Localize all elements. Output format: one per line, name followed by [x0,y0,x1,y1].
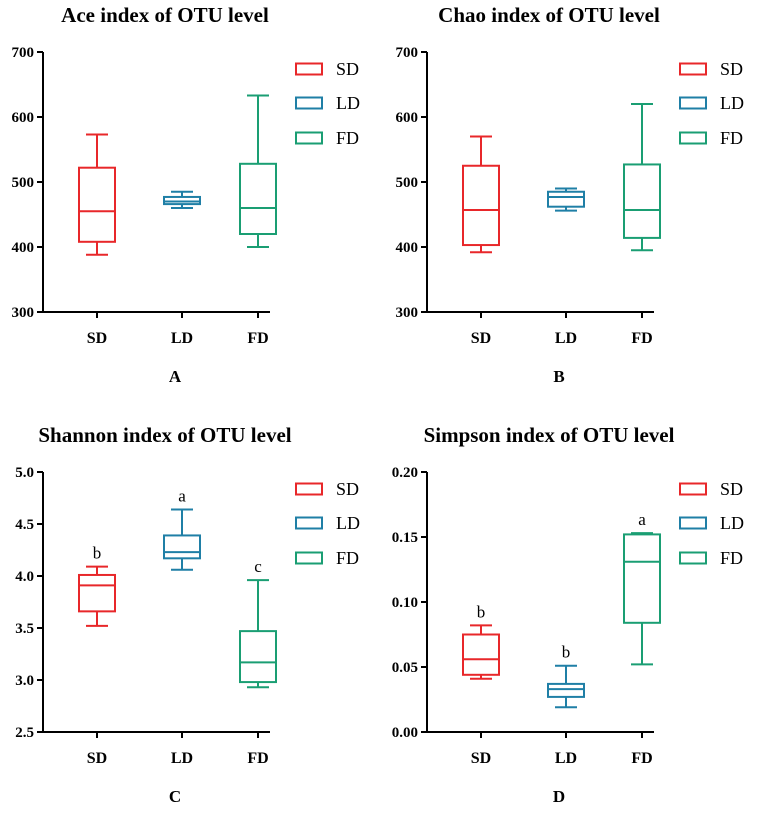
y-tick-label: 600 [12,110,35,126]
x-category-label: SD [471,750,491,767]
legend-label-fd: FD [720,548,743,568]
significance-letter: a [638,510,646,529]
box-ld [163,534,201,560]
legend-label-fd: FD [336,548,359,568]
x-category-label: SD [87,750,107,767]
x-category-label: LD [555,750,577,767]
x-category-label: LD [171,330,193,347]
legend-swatch-fd [679,131,707,145]
box-fd [623,533,661,624]
legend-label-sd: SD [720,59,743,79]
legend-swatch-sd [679,482,707,496]
y-tick-label: 4.5 [15,517,34,533]
panel-label: D [553,787,565,806]
y-tick-label: 4.0 [15,569,34,585]
box-ld [547,190,585,208]
y-tick-label: 300 [396,305,419,321]
y-tick-label: 500 [396,175,419,191]
legend-swatch-ld [679,96,707,110]
y-tick-label: 3.0 [15,673,34,689]
y-tick-label: 0.05 [392,660,418,676]
box-fd [239,162,277,235]
x-category-label: SD [471,330,491,347]
shannon-boxplot-chart: Shannon index of OTU level 2.5 3.0 3.5 4.0 4.… [15,423,360,806]
legend-label-ld: LD [336,513,360,533]
panel-label: A [169,367,182,386]
box-sd [462,633,500,676]
y-tick-label: 400 [396,240,419,256]
legend-swatch-sd [295,482,323,496]
legend-label-ld: LD [720,93,744,113]
chart-panel-b: Chao index of OTU level 300 400 500 600 700 SD… [384,0,767,420]
chart-panel-a: Ace index of OTU level 300 400 500 600 700 SD L… [0,0,383,420]
x-category-label: FD [247,330,268,347]
y-tick-label: 0.20 [392,465,418,481]
legend-swatch-fd [679,551,707,565]
box-sd [78,166,116,243]
y-tick-label: 700 [396,45,419,61]
x-category-label: FD [247,750,268,767]
chart-title: Shannon index of OTU level [38,423,291,447]
box-sd [78,573,116,613]
y-tick-label: 5.0 [15,465,34,481]
legend-label-ld: LD [336,93,360,113]
legend-swatch-ld [679,516,707,530]
significance-letter: b [562,643,571,662]
chart-title: Chao index of OTU level [438,3,660,27]
y-tick-label: 0.15 [392,530,418,546]
y-tick-label: 300 [12,305,35,321]
y-tick-label: 2.5 [15,725,34,741]
y-tick-label: 600 [396,110,419,126]
y-tick-label: 0.10 [392,595,418,611]
legend-swatch-sd [679,62,707,76]
y-tick-label: 700 [12,45,35,61]
y-tick-label: 500 [12,175,35,191]
legend-swatch-fd [295,551,323,565]
legend-swatch-ld [295,96,323,110]
legend-label-sd: SD [336,59,359,79]
panel-label: C [169,787,181,806]
x-category-label: LD [171,750,193,767]
legend-swatch-sd [295,62,323,76]
legend-label-fd: FD [720,128,743,148]
legend-label-ld: LD [720,513,744,533]
chart-title: Simpson index of OTU level [424,423,675,447]
x-category-label: FD [631,330,652,347]
legend-label-fd: FD [336,128,359,148]
legend-swatch-ld [295,516,323,530]
legend-label-sd: SD [720,479,743,499]
x-category-label: LD [555,330,577,347]
chart-title: Ace index of OTU level [61,3,269,27]
significance-letter: c [254,557,262,576]
panel-label: B [553,367,564,386]
legend-swatch-fd [295,131,323,145]
box-sd [462,164,500,247]
chart-panel-d: Simpson index of OTU level 0.00 0.05 0.10 0.… [384,420,767,840]
simpson-boxplot-chart: Simpson index of OTU level 0.00 0.05 0.10 0.… [392,423,744,806]
chart-panel-c: Shannon index of OTU level 2.5 3.0 3.5 4.0 4.… [0,420,383,840]
significance-letter: b [477,602,486,621]
y-tick-label: 0.00 [392,725,418,741]
y-tick-label: 3.5 [15,621,34,637]
legend-label-sd: SD [336,479,359,499]
significance-letter: b [93,544,102,563]
box-fd [623,163,661,239]
x-category-label: FD [631,750,652,767]
box-ld [547,682,585,698]
box-fd [239,630,277,684]
y-tick-label: 400 [12,240,35,256]
ace-boxplot-chart: Ace index of OTU level 300 400 500 600 700 SD L… [12,3,361,386]
x-category-label: SD [87,330,107,347]
significance-letter: a [178,486,186,505]
chao-boxplot-chart: Chao index of OTU level 300 400 500 600 700 SD… [396,3,745,386]
